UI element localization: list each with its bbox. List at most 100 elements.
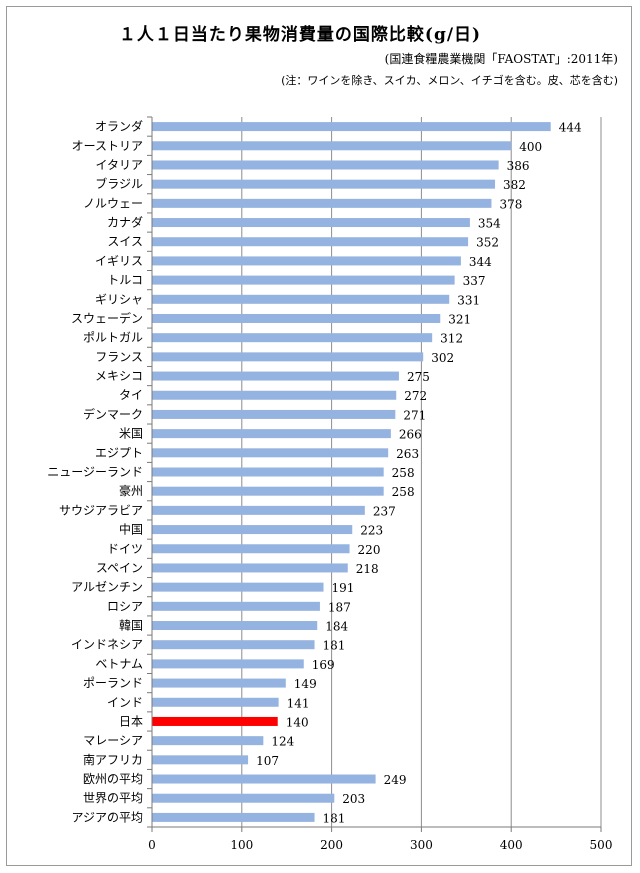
x-tick-label-300: 300 [410, 838, 433, 852]
bar-1 [152, 141, 512, 151]
category-label-7: イギリス [95, 254, 143, 268]
category-label-32: マレーシア [83, 734, 143, 748]
category-label-6: スイス [107, 235, 143, 249]
category-label-33: 南アフリカ [83, 752, 143, 767]
x-tick-label-400: 400 [500, 838, 523, 852]
value-label-24: 191 [332, 581, 355, 595]
value-label-0: 444 [559, 121, 582, 135]
value-label-27: 181 [323, 639, 346, 653]
bar-7 [152, 256, 461, 266]
category-label-25: ロシア [107, 599, 143, 613]
bar-6 [152, 237, 469, 247]
bar-0 [152, 122, 551, 132]
value-label-9: 331 [457, 293, 480, 307]
value-label-15: 271 [403, 408, 426, 422]
value-label-8: 337 [463, 274, 486, 288]
category-label-8: トルコ [107, 273, 143, 287]
x-tick-label-0: 0 [148, 838, 156, 852]
bar-36 [152, 812, 315, 822]
category-label-11: ポルトガル [83, 331, 143, 345]
category-label-15: デンマーク [83, 406, 143, 421]
bar-14 [152, 390, 397, 400]
x-tick-label-100: 100 [230, 838, 253, 852]
value-label-16: 266 [399, 428, 422, 442]
category-label-13: メキシコ [95, 369, 143, 383]
value-label-36: 181 [323, 811, 346, 825]
value-label-19: 258 [392, 485, 415, 499]
bar-13 [152, 371, 399, 381]
x-tick-label-500: 500 [590, 838, 613, 852]
category-label-27: インドネシア [71, 638, 143, 652]
value-label-6: 352 [476, 236, 499, 250]
value-label-4: 378 [499, 197, 522, 211]
value-label-1: 400 [519, 140, 542, 154]
bar-12 [152, 352, 424, 362]
category-label-9: ギリシャ [95, 292, 143, 306]
category-label-12: フランス [95, 350, 143, 364]
value-label-28: 169 [312, 658, 335, 672]
value-label-34: 249 [384, 773, 407, 787]
bar-11 [152, 333, 433, 343]
chart-title: １人１日当たり果物消費量の国際比較(g/日) [118, 25, 482, 45]
bar-9 [152, 294, 450, 304]
bar-20 [152, 505, 365, 515]
category-label-3: ブラジル [95, 176, 143, 191]
bar-35 [152, 793, 335, 803]
bar-2 [152, 160, 499, 170]
value-label-20: 237 [373, 504, 396, 518]
value-label-14: 272 [404, 389, 427, 403]
value-label-25: 187 [328, 600, 351, 614]
bar-33 [152, 755, 249, 765]
value-label-13: 275 [407, 370, 430, 384]
value-label-2: 386 [507, 159, 530, 173]
bar-26 [152, 621, 318, 631]
value-label-32: 124 [271, 735, 294, 749]
category-label-24: アルゼンチン [71, 580, 143, 594]
value-label-23: 218 [356, 562, 379, 576]
category-label-23: スペイン [96, 561, 143, 575]
bar-23 [152, 563, 348, 573]
value-label-5: 354 [478, 217, 501, 231]
bar-29 [152, 678, 286, 688]
value-label-33: 107 [256, 754, 279, 768]
value-label-26: 184 [325, 620, 348, 634]
category-label-26: 韓国 [119, 619, 143, 633]
x-tick-label-200: 200 [320, 838, 343, 852]
category-label-30: インド [107, 695, 143, 709]
category-label-19: 豪州 [119, 483, 143, 498]
value-label-31: 140 [286, 715, 309, 729]
bar-32 [152, 736, 264, 746]
category-label-22: ドイツ [107, 542, 143, 556]
category-label-2: イタリア [95, 158, 143, 172]
category-label-4: ノルウェー [83, 196, 143, 210]
value-label-12: 302 [431, 351, 454, 365]
value-label-35: 203 [342, 792, 365, 806]
value-label-29: 149 [294, 677, 317, 691]
bar-27 [152, 640, 315, 650]
bar-15 [152, 409, 396, 419]
bar-16 [152, 429, 391, 439]
bar-3 [152, 179, 496, 189]
bar-4 [152, 198, 492, 208]
category-label-21: 中国 [119, 522, 143, 537]
category-label-17: エジプト [95, 446, 143, 460]
category-label-29: ポーランド [83, 676, 143, 690]
bar-34 [152, 774, 376, 784]
category-label-0: オランダ [95, 119, 143, 134]
bar-10 [152, 313, 441, 323]
category-label-35: 世界の平均 [83, 791, 143, 805]
value-label-18: 258 [392, 466, 415, 480]
value-label-30: 141 [287, 696, 310, 710]
category-label-16: 米国 [119, 427, 143, 441]
category-label-34: 欧州の平均 [83, 772, 143, 786]
bar-17 [152, 448, 389, 458]
bar-21 [152, 525, 353, 535]
bar-5 [152, 218, 470, 228]
chart-note: (注：ワインを除き、スイカ、メロン、イチゴを含む。皮、芯を含む) [281, 74, 618, 87]
bar-22 [152, 544, 350, 554]
value-label-21: 223 [360, 524, 383, 538]
category-label-28: ベトナム [95, 657, 143, 671]
category-label-20: サウジアラビア [59, 503, 143, 517]
value-label-10: 321 [448, 312, 471, 326]
